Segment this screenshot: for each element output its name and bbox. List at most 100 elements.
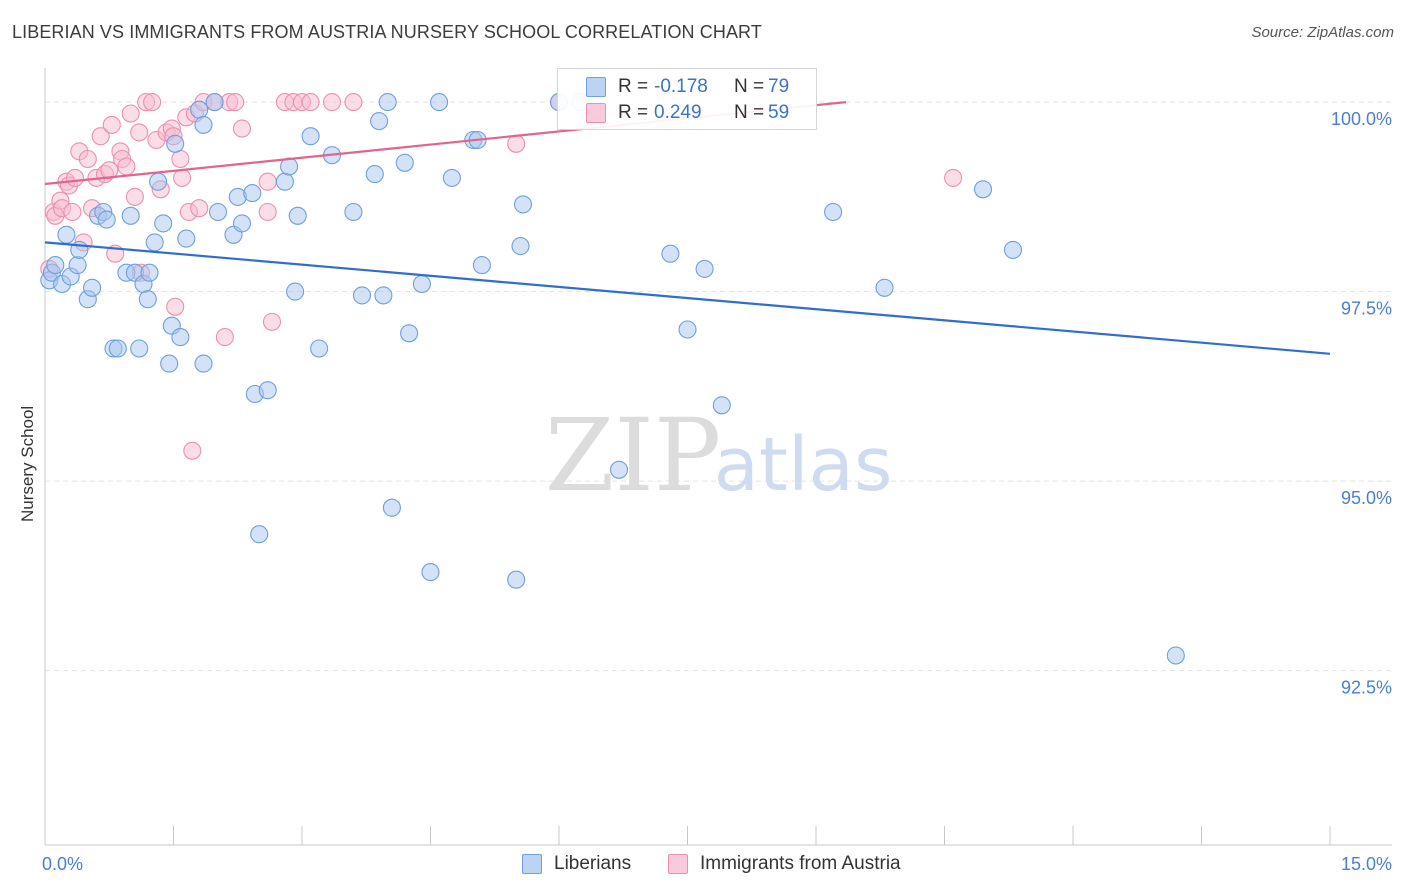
liberian-point: [1003, 240, 1023, 259]
bottom-legend-label: Immigrants from Austria: [700, 853, 901, 874]
liberian-point: [108, 339, 127, 358]
liberian-point: [412, 274, 431, 294]
liberian-point: [177, 229, 196, 248]
liberian-point: [97, 210, 116, 229]
liberian-point: [507, 570, 526, 589]
liberian-point: [430, 93, 449, 112]
y-tick-label: 100.0%: [1331, 109, 1392, 129]
liberian-point: [190, 100, 209, 119]
tick-labels: 100.0% 97.5% 95.0% 92.5% 0.0% 15.0%: [42, 109, 1392, 874]
liberian-point: [712, 396, 731, 415]
legend-n-value: 59: [768, 102, 790, 123]
austria-point: [232, 119, 252, 138]
liberian-point: [511, 237, 530, 256]
y-tick-label: 92.5%: [1341, 678, 1392, 698]
liberian-point: [194, 115, 213, 134]
legend-row-austria: R = 0.249 N = 59: [558, 100, 818, 126]
liberian-point: [243, 184, 262, 203]
liberian-point: [365, 165, 384, 184]
austria-point: [100, 161, 119, 180]
austria-point: [215, 328, 234, 347]
austria-point: [102, 115, 121, 134]
liberian-point: [154, 214, 173, 233]
austria-point: [173, 168, 192, 187]
liberian-point: [374, 286, 393, 305]
watermark-zip: ZIP: [545, 397, 721, 514]
liberian-point: [140, 263, 159, 282]
y-tick-label: 97.5%: [1341, 299, 1392, 319]
liberian-point: [288, 206, 307, 225]
liberian-point: [68, 256, 87, 275]
austria-point: [258, 172, 277, 191]
liberian-point: [286, 282, 305, 301]
liberian-point: [661, 244, 680, 263]
austria-point: [65, 168, 85, 187]
austria-point: [258, 202, 277, 222]
legend-swatch-austria: [586, 103, 606, 123]
legend-n-value: 79: [768, 76, 790, 97]
legend-row-liberians: R = -0.178 N = 79: [558, 74, 818, 100]
liberian-point: [205, 93, 224, 112]
austria-point: [143, 93, 162, 112]
austria-point: [130, 123, 149, 142]
liberian-point: [421, 563, 440, 582]
austria-point: [171, 149, 190, 169]
liberian-point: [1166, 646, 1185, 665]
austria-point: [507, 134, 526, 153]
austria-point: [125, 187, 144, 206]
liberian-point: [83, 278, 102, 297]
y-axis-label: Nursery School: [18, 405, 37, 522]
liberian-point: [370, 112, 389, 131]
legend-n-label: N =: [734, 102, 765, 123]
liberian-point: [149, 172, 168, 191]
legend-n-label: N =: [734, 76, 765, 97]
liberian-point: [513, 195, 533, 214]
legend-r-value: 0.249: [654, 102, 702, 123]
liberian-point: [695, 259, 714, 278]
liberian-point: [824, 202, 843, 222]
liberian-point: [400, 324, 419, 343]
x-tick-label: 15.0%: [1341, 854, 1392, 874]
legend-swatch-liberians: [586, 77, 606, 97]
austria-point: [322, 93, 342, 112]
liberian-point: [232, 214, 252, 233]
austria-point: [63, 202, 82, 222]
bottom-legend-label: Liberians: [554, 853, 632, 874]
liberian-point: [442, 168, 461, 187]
liberian-point: [145, 233, 164, 252]
liberian-point: [678, 320, 697, 339]
liberian-point: [208, 202, 228, 222]
austria-point: [183, 441, 202, 460]
legend-r-label: R =: [618, 76, 649, 97]
source-credit: Source: ZipAtlas.com: [1251, 24, 1394, 41]
austria-point: [301, 93, 320, 112]
liberian-point: [138, 290, 157, 309]
liberian-point: [344, 202, 363, 222]
austria-point: [91, 127, 110, 146]
austria-point: [262, 312, 282, 331]
liberian-point: [301, 127, 320, 146]
legend-r-label: R =: [618, 102, 649, 123]
liberian-point: [875, 278, 894, 297]
watermark: ZIP atlas: [545, 397, 893, 514]
watermark-atlas: atlas: [714, 422, 893, 508]
liberian-point: [46, 256, 65, 275]
liberian-point: [130, 339, 149, 358]
austria-point: [190, 199, 209, 218]
liberian-point: [352, 286, 372, 305]
series-liberians-points: [40, 93, 1185, 665]
liberian-point: [194, 354, 213, 373]
liberian-point: [378, 93, 397, 112]
austria-point: [121, 104, 140, 123]
liberian-point: [171, 328, 190, 347]
austria-point: [226, 93, 245, 112]
austria-point: [344, 93, 363, 112]
liberian-point: [310, 339, 329, 358]
liberian-point: [166, 134, 185, 153]
liberians-trend-line: [44, 241, 1331, 355]
bottom-legend-swatch-liberians: [522, 854, 542, 874]
y-tick-label: 95.0%: [1341, 488, 1392, 508]
austria-point: [117, 157, 136, 176]
liberian-point: [57, 225, 76, 244]
